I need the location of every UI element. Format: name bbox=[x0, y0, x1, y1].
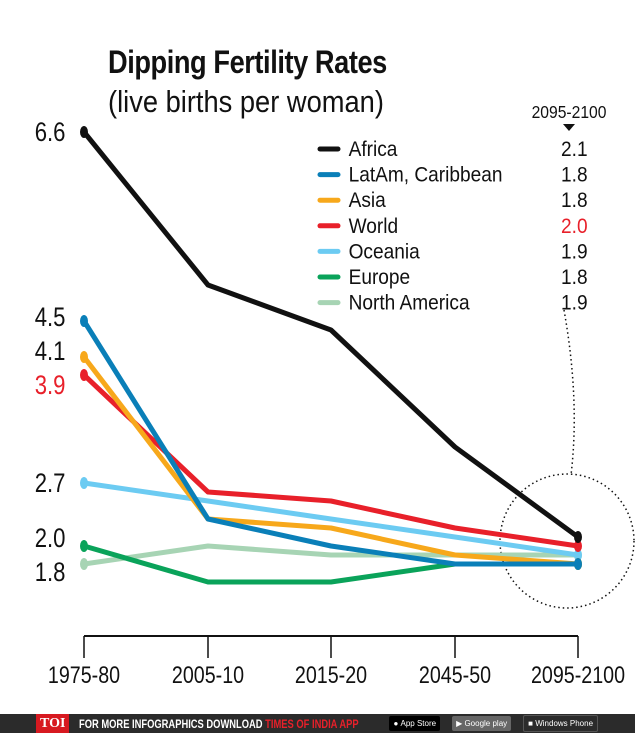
legend-header: 2095-2100 bbox=[532, 102, 607, 122]
legend-value: 1.9 bbox=[561, 292, 588, 315]
google-play-badge[interactable]: ▶ Google play bbox=[452, 716, 512, 731]
x-tick-label: 2095-2100 bbox=[531, 661, 625, 688]
legend-value: 1.8 bbox=[561, 266, 588, 289]
series-line-north-america bbox=[83, 543, 578, 567]
data-point bbox=[574, 540, 582, 552]
windows-phone-badge[interactable]: ■ Windows Phone bbox=[523, 715, 599, 732]
line-chart: 1975-80 2005-10 2015-20 2045-50 2095-2100 6.6… bbox=[35, 102, 635, 688]
data-point bbox=[80, 540, 88, 552]
legend-value: 1.8 bbox=[561, 164, 588, 187]
legend-label: North America bbox=[349, 292, 471, 315]
data-point bbox=[574, 531, 582, 543]
footer-banner: TOI FOR MORE INFOGRAPHICS DOWNLOAD TIMES… bbox=[0, 714, 635, 733]
series-line-latam-caribbean bbox=[81, 319, 578, 567]
callout-connector bbox=[563, 309, 575, 476]
windows-phone-label: Windows Phone bbox=[535, 719, 594, 728]
data-point bbox=[80, 477, 88, 489]
legend-label: Africa bbox=[349, 138, 399, 161]
legend-label: World bbox=[349, 215, 399, 238]
x-tick-label: 2005-10 bbox=[172, 661, 244, 688]
data-point bbox=[80, 558, 88, 570]
footer-text-red: TIMES OF INDIA APP bbox=[265, 716, 360, 731]
play-icon: ▶ bbox=[456, 719, 465, 728]
legend-label: Asia bbox=[349, 189, 387, 212]
footer-text-white: FOR MORE INFOGRAPHICS DOWNLOAD bbox=[79, 716, 266, 731]
x-tick-label: 1975-80 bbox=[48, 661, 120, 688]
data-point bbox=[80, 126, 88, 138]
legend-value: 1.9 bbox=[561, 241, 588, 264]
series-line-asia bbox=[82, 355, 579, 567]
y-tick-label: 4.5 bbox=[35, 303, 66, 333]
app-store-label: App Store bbox=[400, 719, 437, 728]
legend-label: Oceania bbox=[349, 241, 421, 264]
y-tick-label: 4.1 bbox=[35, 337, 66, 367]
series-line-oceania bbox=[83, 480, 579, 558]
data-point bbox=[574, 549, 582, 561]
legend-label: LatAm, Caribbean bbox=[349, 164, 503, 187]
data-point bbox=[80, 315, 88, 327]
legend-label: Europe bbox=[349, 266, 411, 289]
app-store-badge[interactable]: ● App Store bbox=[389, 716, 441, 731]
chart-subtitle: (live births per woman) bbox=[108, 84, 384, 119]
data-point bbox=[80, 369, 88, 381]
y-tick-label: 6.6 bbox=[35, 118, 66, 148]
data-point bbox=[574, 558, 582, 570]
chart-title: Dipping Fertility Rates bbox=[108, 44, 387, 80]
y-tick-label: 2.0 bbox=[35, 524, 66, 554]
x-tick-label: 2015-20 bbox=[295, 661, 367, 688]
toi-logo[interactable]: TOI bbox=[36, 714, 70, 733]
callout-circle bbox=[499, 473, 635, 609]
series-line-africa bbox=[82, 130, 580, 540]
windows-icon: ■ bbox=[528, 719, 536, 728]
triangle-down-icon bbox=[563, 124, 575, 131]
y-tick-label: 2.7 bbox=[35, 469, 66, 499]
legend-value: 1.8 bbox=[561, 189, 588, 212]
apple-icon: ● bbox=[393, 719, 401, 728]
x-tick-label: 2045-50 bbox=[419, 661, 491, 688]
data-point bbox=[80, 351, 88, 363]
y-tick-label: 1.8 bbox=[35, 558, 66, 588]
google-play-label: Google play bbox=[464, 719, 508, 728]
y-tick-label: 3.9 bbox=[35, 371, 66, 401]
legend-value: 2.0 bbox=[561, 215, 588, 238]
legend-value: 2.1 bbox=[561, 138, 588, 161]
footer-promo-text: FOR MORE INFOGRAPHICS DOWNLOAD TIMES OF … bbox=[79, 716, 359, 731]
